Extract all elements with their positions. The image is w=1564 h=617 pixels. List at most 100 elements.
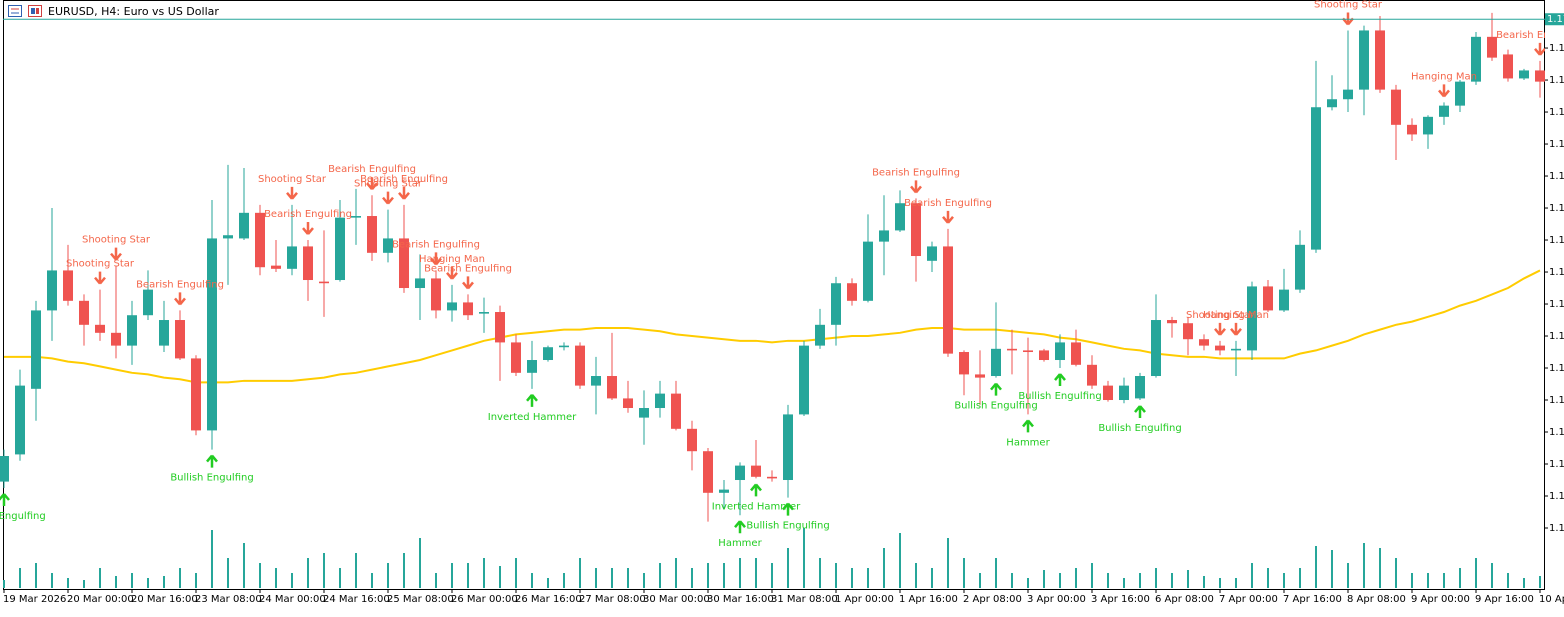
candle-body [143, 289, 153, 316]
volume-bar [259, 563, 261, 588]
pattern-label: Bearish Engulfing [1496, 30, 1564, 41]
signal-arrow [430, 252, 442, 266]
icon [8, 5, 22, 17]
symbol-icons [8, 5, 42, 17]
volume-bar [691, 568, 693, 588]
volume-bar [1283, 573, 1285, 588]
volume-bar [1507, 573, 1509, 588]
candle-body [0, 456, 9, 482]
volume-bar [1043, 570, 1045, 588]
candle-body [47, 270, 57, 311]
candle-body [111, 332, 121, 346]
candle-body [1151, 320, 1161, 377]
candle-body [207, 238, 217, 431]
pattern-label: Inverted Hammer [488, 412, 577, 423]
volume-bar [1523, 578, 1525, 588]
candle-body [623, 398, 633, 409]
candle-body [815, 324, 825, 346]
candle-body [1327, 99, 1337, 108]
volume-bar [707, 563, 709, 588]
candle-body [559, 345, 569, 348]
x-tick-label: 20 Mar 00:00 [67, 594, 134, 605]
volume-bar [867, 568, 869, 588]
volume-bar [35, 563, 37, 588]
candle-body [287, 246, 297, 269]
volume-bar [611, 568, 613, 588]
y-tick-label: 1.16 [1549, 75, 1564, 86]
volume-bar [19, 568, 21, 588]
candle-body [239, 212, 249, 239]
icon [36, 8, 39, 14]
volume-bar [723, 563, 725, 588]
volume-bar [243, 543, 245, 588]
volume-bar [387, 563, 389, 588]
candle-body [399, 238, 409, 289]
volume-bar [227, 558, 229, 588]
candle-body [735, 465, 745, 481]
y-tick-label: 1.14 [1549, 395, 1564, 406]
volume-bar [1443, 573, 1445, 588]
candle-body [1231, 348, 1241, 351]
y-tick-label: 1.14 [1549, 491, 1564, 502]
volume-bar [435, 573, 437, 588]
volume-bar [1395, 558, 1397, 588]
volume-bar [371, 573, 373, 588]
pattern-label: Shooting Star [66, 259, 135, 270]
volume-bar [979, 573, 981, 588]
volume-bar [1331, 550, 1333, 588]
y-tick-label: 1.15 [1549, 235, 1564, 246]
y-tick-label: 1.14 [1549, 427, 1564, 438]
candle-body [175, 320, 185, 359]
candle-body [671, 393, 681, 429]
volume-bar [1235, 578, 1237, 588]
candle-body [1199, 339, 1209, 346]
volume-bar [275, 568, 277, 588]
signal-arrow [366, 177, 378, 191]
price-tag-label: 1.17 [1547, 14, 1564, 25]
volume-bar [547, 578, 549, 588]
candle-body [751, 465, 761, 477]
volume-bar [1075, 568, 1077, 588]
candle-body [383, 238, 393, 253]
x-tick-label: 10 Ap [1539, 594, 1564, 605]
pattern-label: Bullish Engulfing [1018, 391, 1101, 402]
volume-bar [659, 563, 661, 588]
volume-bar [1139, 573, 1141, 588]
candle-body [1215, 345, 1225, 351]
volume-bar [1059, 573, 1061, 588]
candle-body [95, 324, 105, 333]
signal-arrow [1230, 322, 1242, 336]
x-tick-label: 26 Mar 00:00 [451, 594, 518, 605]
volume-bar [595, 568, 597, 588]
y-tick-label: 1.16 [1549, 203, 1564, 214]
volume-bar [1107, 573, 1109, 588]
volume-bar [115, 576, 117, 588]
candle-body [655, 393, 665, 409]
volume-bar [179, 568, 181, 588]
y-tick-label: 1.16 [1549, 139, 1564, 150]
pattern-label: Bullish Engulfing [0, 511, 46, 522]
volume-bar [899, 533, 901, 588]
pattern-label: Hanging Man [419, 254, 485, 265]
pattern-label: Inverted Hammer [712, 501, 801, 512]
pattern-label: Shooting Star [1186, 310, 1255, 321]
volume-bar [1299, 568, 1301, 588]
pattern-label: Hanging Man [1203, 310, 1269, 321]
volume-bar [1123, 578, 1125, 588]
candle-body [1359, 30, 1369, 90]
candle-body [15, 385, 25, 455]
candle-body [1135, 376, 1145, 399]
pattern-label: Shooting Star [354, 179, 423, 190]
y-tick-label: 1.15 [1549, 363, 1564, 374]
volume-bar [1427, 573, 1429, 588]
x-tick-label: 20 Mar 16:00 [131, 594, 198, 605]
signal-arrow [462, 276, 474, 290]
icon [31, 8, 35, 14]
candle-body [511, 342, 521, 373]
volume-bar [1203, 576, 1205, 588]
volume-bar [451, 563, 453, 588]
candle-body [1519, 70, 1529, 79]
x-tick-label: 3 Apr 16:00 [1091, 594, 1150, 605]
volume-bar [1187, 570, 1189, 588]
pattern-label: Bearish Engulfing [392, 239, 480, 250]
